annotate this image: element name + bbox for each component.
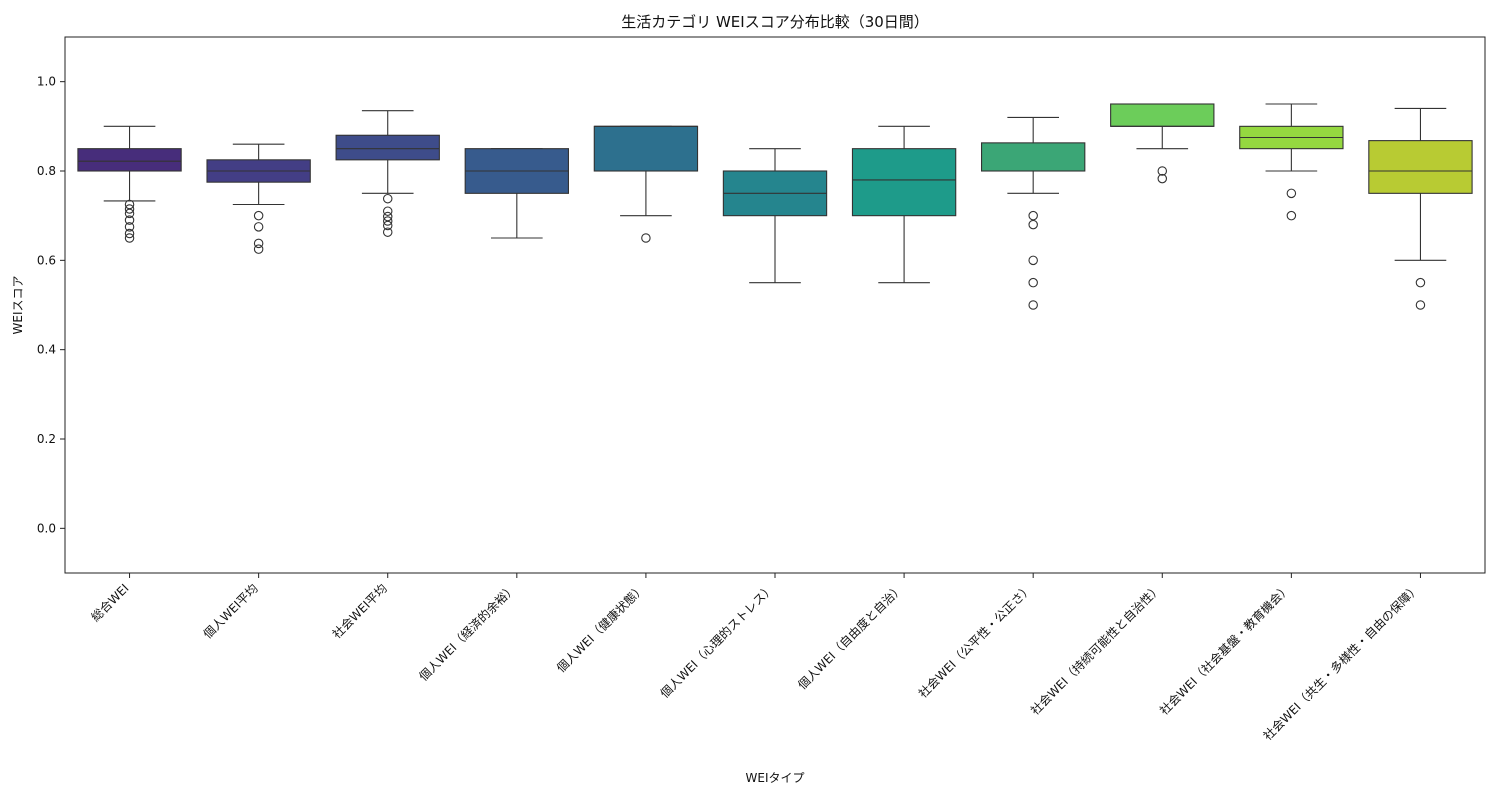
chart-title: 生活カテゴリ WEIスコア分布比較（30日間） [621, 13, 929, 31]
x-tick-label: 社会WEI平均 [329, 581, 390, 642]
y-tick-label: 0.4 [37, 343, 56, 357]
box-1 [77, 125, 182, 243]
x-tick-label: 社会WEI（社会基盤・教育機会） [1156, 581, 1293, 718]
box-6 [722, 148, 828, 284]
outlier-point [1028, 277, 1038, 288]
box-5 [593, 125, 699, 243]
iqr-box [980, 142, 1086, 172]
outlier-point [1415, 277, 1426, 288]
outlier-point [641, 233, 651, 243]
iqr-box [335, 134, 440, 161]
y-tick-label: 1.0 [37, 75, 56, 89]
iqr-box [1368, 140, 1473, 194]
x-tick-label: 個人WEI（心理的ストレス） [657, 581, 777, 701]
outlier-point [124, 233, 135, 243]
outlier-point [253, 244, 264, 254]
box-7 [851, 125, 957, 284]
box-3 [335, 110, 440, 237]
y-tick-label: 0.8 [37, 164, 56, 178]
plot-frame [64, 36, 1486, 574]
outlier-point [1028, 255, 1038, 266]
outlier-point [1157, 166, 1168, 176]
outlier-point [1028, 210, 1038, 221]
outlier-point [1286, 210, 1297, 221]
box-9 [1110, 103, 1215, 184]
box-11 [1368, 107, 1473, 310]
x-tick-label: 個人WEI（健康状態） [553, 581, 648, 676]
iqr-box [851, 148, 957, 217]
outlier-point [124, 222, 135, 232]
outlier-point [124, 204, 135, 214]
x-tick-label: 社会WEI（公平性・公正さ） [915, 581, 1035, 701]
outlier-point [382, 216, 393, 226]
outlier-point [253, 238, 264, 249]
x-axis: 総合WEI 個人WEI平均 社会WEI平均 個人WEI（経済的余裕） 個人WEI（健康状… [88, 573, 1423, 743]
outlier-point [1286, 188, 1297, 199]
iqr-box [1110, 103, 1215, 127]
outlier-point [1157, 173, 1168, 184]
box-2 [206, 143, 311, 254]
y-tick-label: 0.0 [37, 521, 56, 535]
box-8 [980, 116, 1086, 310]
outlier-point [124, 208, 135, 219]
outlier-point [253, 210, 264, 221]
plot-area [77, 103, 1473, 310]
x-axis-label: WEIタイプ [746, 771, 805, 785]
x-tick-label: 社会WEI（共生・多様性・自由の保障） [1260, 581, 1423, 744]
iqr-box [77, 148, 182, 172]
iqr-box [593, 125, 699, 172]
y-tick-label: 0.6 [37, 253, 56, 267]
y-axis: 0.0 0.2 0.4 0.6 0.8 1.0 [37, 75, 65, 535]
outlier-point [382, 193, 393, 204]
x-tick-label: 総合WEI [88, 581, 132, 625]
outlier-point [1028, 219, 1038, 230]
outlier-point [382, 206, 393, 216]
outlier-point [382, 220, 393, 231]
outlier-point [124, 215, 135, 225]
outlier-point [1415, 300, 1426, 310]
outlier-point [124, 228, 135, 239]
box-10 [1239, 103, 1344, 221]
x-tick-label: 個人WEI（経済的余裕） [416, 581, 519, 684]
y-axis-label: WEIスコア [11, 276, 25, 335]
outlier-point [1028, 300, 1038, 310]
outlier-point [253, 222, 264, 232]
outlier-point [382, 227, 393, 237]
box-4 [464, 148, 570, 239]
x-tick-label: 社会WEI（持続可能性と自治性） [1027, 581, 1164, 718]
x-tick-label: 個人WEI（自由度と自治） [794, 581, 906, 693]
x-tick-label: 個人WEI平均 [201, 581, 261, 641]
y-tick-label: 0.2 [37, 432, 56, 446]
